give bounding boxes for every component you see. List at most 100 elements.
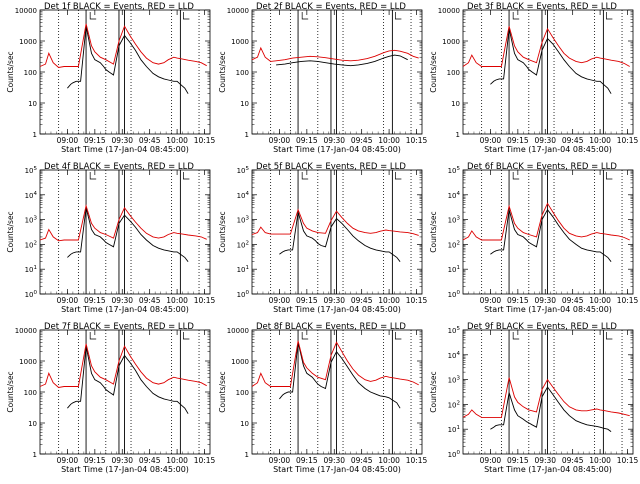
- series-events-line: [279, 342, 401, 409]
- chart-panel-4: Det 4f BLACK = Events, RED = LLD 100 101 10…: [6, 162, 216, 314]
- chart-panel-8: Det 8f BLACK = Events, RED = LLD 1 10 100 10…: [218, 322, 428, 474]
- y-tick-label: 10: [240, 420, 249, 428]
- x-tick-label: 09:00: [57, 136, 79, 145]
- x-axis-label: Start Time (17-Jan-04 08:45:00): [273, 465, 401, 474]
- y-tick-label: 100: [236, 69, 249, 77]
- series-lld-line: [39, 204, 207, 242]
- x-tick-label: 09:45: [351, 136, 373, 145]
- series-events-line: [490, 28, 612, 94]
- x-tick-label: 09:15: [296, 456, 318, 465]
- plot-frame: [462, 329, 634, 455]
- y-tick-label: 10: [240, 100, 249, 108]
- y-tick-label: 100: [236, 389, 249, 397]
- y-axis-label: Counts/sec: [6, 371, 15, 412]
- interval-marker: [395, 172, 402, 180]
- series-events-line: [490, 208, 612, 262]
- y-tick-label: 104: [25, 191, 38, 200]
- plot-frame: [251, 329, 423, 455]
- y-tick-label: 101: [237, 265, 249, 274]
- x-axis-label: Start Time (17-Jan-04 08:45:00): [61, 305, 189, 314]
- x-tick-label: 09:00: [480, 456, 502, 465]
- x-tick-label: 09:15: [296, 136, 318, 145]
- x-tick-label: 09:45: [139, 296, 161, 305]
- interval-marker: [395, 332, 402, 340]
- series-lld-line: [462, 202, 630, 241]
- interval-marker: [183, 12, 190, 20]
- x-tick-label: 09:00: [57, 456, 79, 465]
- y-tick-label: 1000: [442, 38, 460, 46]
- x-tick-label: 09:45: [139, 136, 161, 145]
- interval-marker: [395, 12, 402, 20]
- x-tick-label: 09:00: [269, 456, 291, 465]
- x-tick-label: 09:30: [534, 456, 556, 465]
- x-tick-label: 10:15: [406, 456, 428, 465]
- chart-panel-3: Det 3f BLACK = Events, RED = LLD 1 10 100 10…: [429, 2, 639, 154]
- chart-title: Det 2f BLACK = Events, RED = LLD: [256, 2, 406, 12]
- plot-frame: [251, 9, 423, 135]
- y-axis-label: Counts/sec: [6, 51, 15, 92]
- y-tick-label: 102: [448, 240, 460, 249]
- interval-marker: [512, 12, 520, 20]
- chart-title: Det 5f BLACK = Events, RED = LLD: [256, 162, 406, 172]
- series-events-line: [67, 26, 189, 94]
- y-axis-label: Counts/sec: [218, 371, 227, 412]
- series-events-line: [490, 386, 612, 432]
- y-tick-label: 103: [237, 216, 250, 225]
- chart-panel-6: Det 6f BLACK = Events, RED = LLD 100 101 10…: [429, 162, 639, 314]
- interval-marker: [301, 332, 309, 340]
- series-lld-line: [251, 340, 419, 387]
- x-tick-label: 09:30: [111, 456, 133, 465]
- y-tick-label: 105: [25, 166, 38, 175]
- chart-panel-5: Det 5f BLACK = Events, RED = LLD 100 101 10…: [218, 162, 428, 314]
- x-tick-label: 10:15: [406, 136, 428, 145]
- y-tick-label: 10: [28, 100, 37, 108]
- series-lld-line: [251, 208, 419, 236]
- x-tick-label: 09:15: [84, 456, 106, 465]
- y-tick-label: 101: [448, 265, 460, 274]
- series-lld-line: [251, 46, 419, 62]
- x-tick-label: 10:00: [589, 136, 611, 145]
- interval-marker: [183, 172, 190, 180]
- x-tick-label: 09:00: [269, 136, 291, 145]
- y-tick-label: 103: [448, 376, 461, 385]
- series-lld-line: [462, 26, 630, 67]
- y-axis-label: Counts/sec: [6, 211, 15, 252]
- chart-title: Det 6f BLACK = Events, RED = LLD: [467, 162, 617, 172]
- chart-panel-2: Det 2f BLACK = Events, RED = LLD 1 10 100 10…: [218, 2, 428, 154]
- interval-marker: [512, 332, 520, 340]
- x-tick-label: 09:30: [111, 136, 133, 145]
- y-tick-label: 103: [25, 216, 38, 225]
- y-tick-label: 101: [448, 425, 460, 434]
- x-tick-label: 09:45: [562, 136, 584, 145]
- x-tick-label: 10:00: [589, 456, 611, 465]
- x-tick-label: 10:15: [406, 296, 428, 305]
- x-tick-label: 10:15: [194, 456, 216, 465]
- y-tick-label: 1000: [231, 358, 249, 366]
- x-tick-label: 10:00: [166, 136, 188, 145]
- x-tick-label: 09:45: [562, 296, 584, 305]
- y-tick-label: 100: [447, 69, 460, 77]
- y-axis-label: Counts/sec: [429, 371, 438, 412]
- y-tick-label: 10: [28, 420, 37, 428]
- y-tick-label: 10000: [15, 7, 37, 15]
- x-tick-label: 10:15: [617, 456, 639, 465]
- x-tick-label: 09:45: [351, 456, 373, 465]
- x-tick-label: 09:15: [84, 136, 106, 145]
- y-tick-label: 1000: [19, 358, 37, 366]
- x-tick-label: 09:00: [269, 296, 291, 305]
- y-tick-label: 10000: [15, 327, 37, 335]
- y-tick-label: 1000: [19, 38, 37, 46]
- series-events-line: [67, 346, 189, 414]
- series-lld-line: [462, 377, 630, 418]
- plot-frame: [39, 169, 211, 295]
- x-axis-label: Start Time (17-Jan-04 08:45:00): [484, 305, 612, 314]
- x-tick-label: 10:00: [589, 296, 611, 305]
- y-tick-label: 104: [237, 191, 250, 200]
- x-tick-label: 09:45: [139, 456, 161, 465]
- y-tick-label: 101: [25, 265, 37, 274]
- interval-marker: [89, 332, 97, 340]
- x-tick-label: 10:00: [378, 136, 400, 145]
- interval-marker: [606, 12, 613, 20]
